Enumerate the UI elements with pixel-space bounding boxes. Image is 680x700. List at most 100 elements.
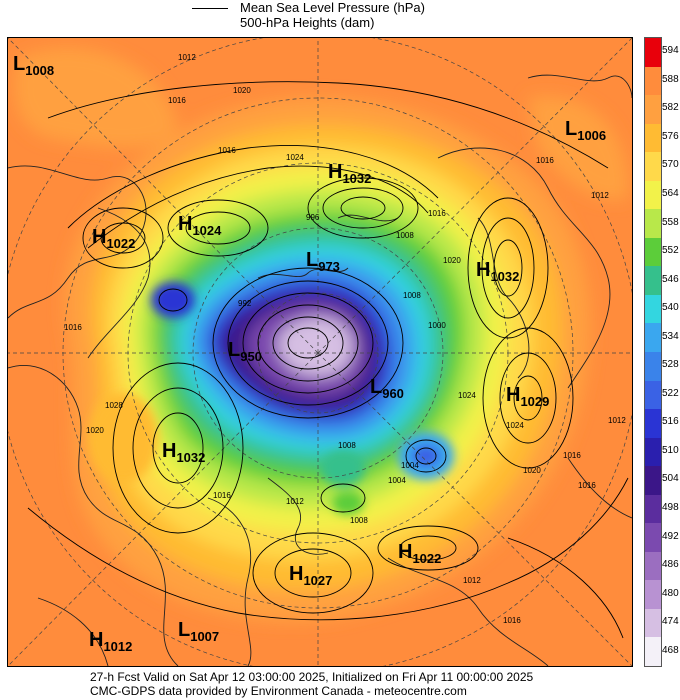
colorbar-tick-label: 564 — [662, 188, 679, 199]
pressure-center-high: H1012 — [89, 629, 132, 654]
colorbar-swatch — [645, 323, 661, 353]
colorbar-tick-label: 582 — [662, 102, 679, 114]
height-colorbar — [644, 37, 662, 667]
colorbar-swatch — [645, 380, 661, 410]
colorbar-swatch — [645, 209, 661, 239]
colorbar-tick-label: 540 — [662, 302, 679, 314]
colorbar-swatch — [645, 66, 661, 96]
isobar-label: 1028 — [105, 401, 123, 410]
pressure-center-low: L950 — [228, 339, 262, 364]
colorbar-swatch — [645, 95, 661, 125]
colorbar-tick-label: 528 — [662, 359, 679, 371]
colorbar-swatch — [645, 637, 661, 667]
isobar-label: 1024 — [286, 153, 304, 162]
pressure-center-high: H1032 — [162, 440, 205, 465]
data-credit: CMC-GDPS data provided by Environment Ca… — [90, 684, 467, 698]
colorbar-tick-label: 546 — [662, 273, 679, 285]
colorbar-swatch — [645, 38, 661, 68]
pressure-center-low: L1008 — [13, 53, 54, 78]
coastlines — [8, 74, 632, 666]
isobar-label: 996 — [306, 213, 320, 222]
forecast-map-svg: 1012 1016 1020 1016 1024 996 1008 1016 1… — [8, 38, 632, 666]
pressure-center-high: H1022 — [92, 226, 135, 251]
isobar-label: 1024 — [506, 421, 524, 430]
colorbar-tick-label: 468 — [662, 644, 679, 656]
pressure-center-high: H1022 — [398, 541, 441, 566]
polar-stereographic-map: 1012 1016 1020 1016 1024 996 1008 1016 1… — [7, 37, 633, 667]
colorbar-tick-label: 552 — [662, 245, 679, 257]
colorbar-swatch — [645, 551, 661, 581]
isobar-line-sample — [192, 8, 228, 9]
isobar-label: 1016 — [64, 323, 82, 332]
colorbar-tick-label: 474 — [662, 616, 679, 628]
isobars — [27, 81, 629, 639]
isobar-label: 1008 — [403, 291, 421, 300]
colorbar-swatch — [645, 123, 661, 153]
isobar-label: 992 — [238, 299, 252, 308]
isobar-label: 1016 — [578, 481, 596, 490]
colorbar-tick-label: 522 — [662, 387, 679, 399]
colorbar-tick-label: 486 — [662, 559, 679, 571]
pressure-center-high: H1032 — [476, 259, 519, 284]
isobar-labels: 1012 1016 1020 1016 1024 996 1008 1016 1… — [64, 53, 626, 625]
isobar-label: 1000 — [428, 321, 446, 330]
colorbar-swatch — [645, 409, 661, 439]
pressure-center-high: H1024 — [178, 213, 222, 238]
isobar-label: 1016 — [213, 491, 231, 500]
colorbar-swatch — [645, 523, 661, 553]
pressure-centers: L1008 L1006 H1032 H1022 H1024 L973 H1032… — [13, 53, 606, 654]
graticule — [8, 38, 632, 666]
isobar-label: 1016 — [536, 156, 554, 165]
colorbar-swatch — [645, 608, 661, 638]
isobar-label: 1020 — [443, 256, 461, 265]
isobar-label: 1020 — [86, 426, 104, 435]
isobar-label: 1012 — [608, 416, 626, 425]
isobar-label: 1016 — [218, 146, 236, 155]
legend-pressure-label: Mean Sea Level Pressure (hPa) — [240, 0, 425, 15]
colorbar-tick-label: 594 — [662, 45, 679, 57]
colorbar-tick-label: 498 — [662, 502, 679, 513]
pressure-center-low: L1006 — [565, 118, 606, 143]
isobar-label: 1020 — [523, 466, 541, 475]
isobar-label: 1016 — [428, 209, 446, 218]
pressure-center-low: L960 — [370, 376, 404, 401]
pressure-center-low: L1007 — [178, 619, 219, 644]
colorbar-tick-label: 570 — [662, 159, 679, 171]
isobar-label: 1004 — [388, 476, 406, 485]
isobar-label: 1012 — [178, 53, 196, 62]
colorbar-tick-label: 504 — [662, 473, 679, 485]
colorbar-tick-label: 588 — [662, 73, 679, 85]
isobar-label: 1020 — [233, 86, 251, 95]
colorbar-swatch — [645, 180, 661, 210]
isobar-label: 1024 — [458, 391, 476, 400]
pressure-center-high: H1029 — [506, 384, 549, 409]
pressure-center-low: L973 — [306, 249, 340, 274]
colorbar-swatch — [645, 352, 661, 382]
pressure-center-high: H1027 — [289, 563, 332, 588]
colorbar-swatch — [645, 266, 661, 296]
colorbar-tick-label: 510 — [662, 444, 679, 456]
colorbar-swatch — [645, 437, 661, 467]
legend-height-label: 500-hPa Heights (dam) — [240, 15, 375, 30]
isobar-label: 1016 — [168, 96, 186, 105]
isobar-label: 1012 — [286, 497, 304, 506]
colorbar-tick-label: 492 — [662, 530, 679, 542]
colorbar-swatch — [645, 294, 661, 324]
colorbar-swatch — [645, 494, 661, 524]
forecast-valid-time: 27-h Fcst Valid on Sat Apr 12 03:00:00 2… — [90, 670, 534, 684]
colorbar-tick-label: 480 — [662, 587, 679, 599]
secondary-troughs — [88, 282, 454, 515]
isobar-label: 1012 — [591, 191, 609, 200]
isobar-label: 1008 — [350, 516, 368, 525]
isobar-label: 1008 — [338, 441, 356, 450]
colorbar-swatch — [645, 580, 661, 610]
colorbar-swatch — [645, 466, 661, 496]
colorbar-swatch — [645, 237, 661, 267]
isobar-label: 1012 — [463, 576, 481, 585]
colorbar-tick-label: 516 — [662, 416, 679, 428]
colorbar-swatch — [645, 152, 661, 182]
map-legend: Mean Sea Level Pressure (hPa) 500-hPa He… — [0, 0, 680, 36]
pressure-center-high: H1032 — [328, 161, 371, 186]
isobar-label: 1016 — [563, 451, 581, 460]
colorbar-tick-label: 576 — [662, 130, 679, 142]
